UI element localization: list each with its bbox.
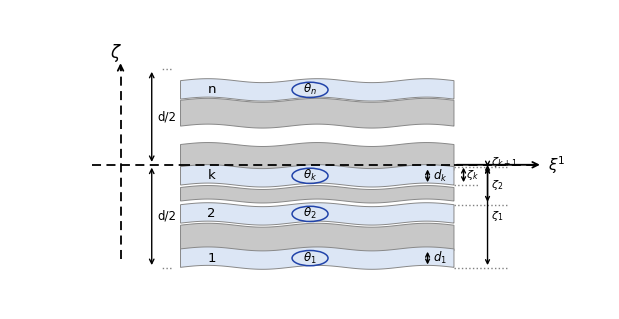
Polygon shape — [181, 165, 454, 187]
Polygon shape — [181, 98, 454, 128]
Text: $\theta_{n}$: $\theta_{n}$ — [303, 82, 317, 97]
Text: $\zeta_1$: $\zeta_1$ — [491, 209, 504, 223]
Text: $d_k$: $d_k$ — [433, 168, 448, 184]
Text: d/2: d/2 — [157, 110, 176, 123]
Polygon shape — [181, 203, 454, 225]
Text: $\xi^1$: $\xi^1$ — [548, 154, 566, 176]
Polygon shape — [181, 186, 454, 203]
Text: $\theta_{2}$: $\theta_{2}$ — [303, 206, 317, 221]
Text: $\zeta_2$: $\zeta_2$ — [491, 178, 504, 192]
Text: $d_1$: $d_1$ — [433, 250, 448, 266]
Text: n: n — [207, 83, 216, 96]
Text: k: k — [208, 169, 215, 182]
Text: $\theta_{1}$: $\theta_{1}$ — [303, 250, 317, 266]
Polygon shape — [181, 79, 454, 101]
Polygon shape — [181, 223, 454, 253]
Text: $\zeta_k$: $\zeta_k$ — [467, 168, 479, 182]
Text: 2: 2 — [207, 207, 216, 220]
Text: $\zeta$: $\zeta$ — [110, 42, 122, 64]
Polygon shape — [181, 247, 454, 269]
Text: 1: 1 — [207, 252, 216, 265]
Polygon shape — [181, 143, 454, 172]
Text: $\theta_{k}$: $\theta_{k}$ — [303, 168, 317, 183]
Text: d/2: d/2 — [157, 210, 176, 223]
Text: $\zeta_{k+1}$: $\zeta_{k+1}$ — [491, 155, 517, 169]
